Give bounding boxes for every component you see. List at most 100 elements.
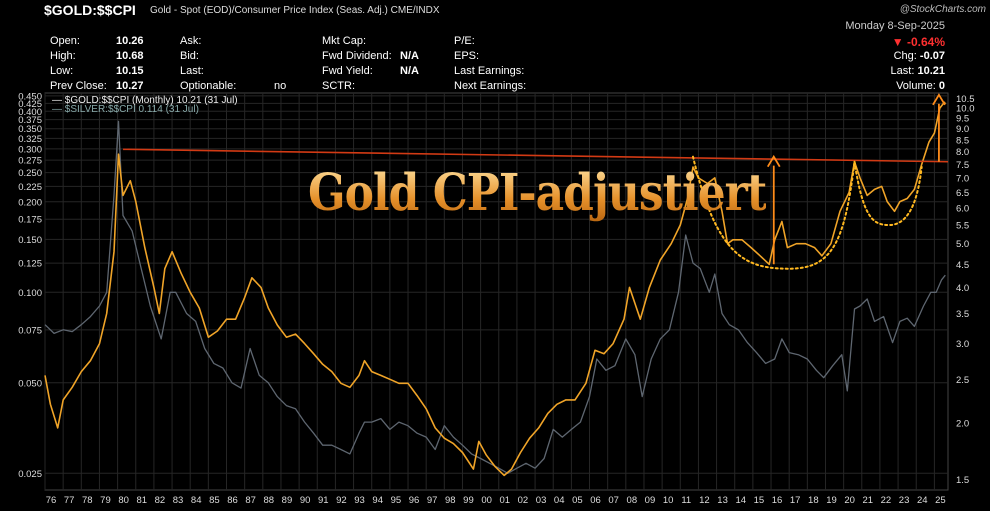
annotations — [123, 93, 949, 270]
x-tick-label: 91 — [318, 495, 329, 506]
right-tick-label: 7.0 — [956, 173, 969, 184]
left-tick-label: 0.200 — [18, 197, 42, 208]
x-tick-label: 05 — [572, 495, 583, 506]
right-tick-label: 6.0 — [956, 204, 969, 215]
x-tick-label: 93 — [354, 495, 365, 506]
mkt-cap-row: Mkt Cap: — [322, 35, 367, 47]
high-value: 10.68 — [116, 50, 144, 62]
stockcharts-logo[interactable]: @StockCharts.com — [899, 4, 986, 15]
left-tick-label: 0.075 — [18, 325, 42, 336]
right-tick-label: 5.5 — [956, 221, 969, 232]
cup-arrow-head — [766, 154, 781, 168]
x-tick-label: 90 — [300, 495, 311, 506]
x-tick-label: 98 — [445, 495, 456, 506]
fwd-dividend-value: N/A — [400, 50, 419, 62]
sctr-row: SCTR: — [322, 80, 355, 92]
breakout-arrow-head — [932, 93, 946, 106]
volume-value: 0 — [938, 80, 945, 92]
x-tick-label: 76 — [46, 495, 57, 506]
right-tick-label: 7.5 — [956, 160, 969, 171]
left-tick-label: 0.350 — [18, 124, 42, 135]
right-tick-label: 9.0 — [956, 124, 969, 135]
x-tick-label: 25 — [935, 495, 946, 506]
fwd-yield-row: Fwd Yield: N/A — [322, 65, 419, 77]
right-tick-label: 9.5 — [956, 114, 969, 125]
x-tick-label: 20 — [844, 495, 855, 506]
x-tick-label: 80 — [118, 495, 129, 506]
right-tick-label: 3.5 — [956, 309, 969, 320]
x-tick-label: 09 — [645, 495, 656, 506]
left-tick-label: 0.175 — [18, 215, 42, 226]
last-row: Last: 10.21 — [890, 65, 945, 77]
optionable-value: no — [274, 80, 287, 92]
optionable-row: Optionable: no — [180, 80, 287, 92]
right-tick-label: 5.0 — [956, 239, 969, 250]
low-value: 10.15 — [116, 65, 144, 77]
left-tick-label: 0.150 — [18, 235, 42, 246]
low-row: Low: 10.15 — [50, 65, 144, 77]
x-tick-label: 79 — [100, 495, 111, 506]
x-tick-label: 86 — [227, 495, 238, 506]
volume-row: Volume: 0 — [896, 80, 945, 92]
x-tick-label: 92 — [336, 495, 347, 506]
right-tick-label: 8.5 — [956, 135, 969, 146]
change-percent: ▼ -0.64% — [891, 35, 945, 49]
right-tick-label: 2.5 — [956, 375, 969, 386]
x-tick-label: 85 — [209, 495, 220, 506]
x-tick-label: 95 — [391, 495, 402, 506]
eps-row: EPS: — [454, 50, 480, 62]
legend-gold: — $GOLD:$$CPI (Monthly) 10.21 (31 Jul) — [52, 95, 238, 106]
last-row-mid: Last: — [180, 65, 204, 77]
x-tick-label: 18 — [808, 495, 819, 506]
chg-value: -0.07 — [919, 50, 945, 62]
left-tick-label: 0.050 — [18, 378, 42, 389]
legend-silver: — $SILVER:$$CPI 0.114 (31 Jul) — [52, 104, 199, 115]
symbol-title: $GOLD:$$CPI — [44, 2, 136, 18]
exchange-text: CME/INDX — [390, 5, 440, 16]
plot-frame — [44, 92, 949, 491]
x-tick-label: 14 — [735, 495, 746, 506]
ask-row: Ask: — [180, 35, 202, 47]
prev-close-row: Prev Close: 10.27 — [50, 80, 144, 92]
left-tick-label: 0.425 — [18, 99, 42, 110]
bid-row: Bid: — [180, 50, 199, 62]
left-tick-label: 0.225 — [18, 182, 42, 193]
left-tick-label: 0.450 — [18, 91, 42, 102]
overlay-title: Gold CPI-adjustiert — [308, 164, 767, 223]
pe-row: P/E: — [454, 35, 475, 47]
x-tick-label: 11 — [681, 495, 691, 506]
right-tick-label: 10.5 — [956, 94, 975, 105]
x-tick-label: 84 — [191, 495, 202, 506]
left-tick-label: 0.025 — [18, 469, 42, 480]
fwd-yield-value: N/A — [400, 65, 419, 77]
symbol-description: Gold - Spot (EOD)/Consumer Price Index (… — [150, 5, 440, 16]
x-tick-label: 83 — [173, 495, 184, 506]
gold-cpi-line — [44, 101, 947, 477]
prev-close-value: 10.27 — [116, 80, 144, 92]
x-tick-label: 13 — [717, 495, 728, 506]
cup-2-curve — [853, 160, 923, 227]
right-tick-label: 6.5 — [956, 188, 969, 199]
x-tick-label: 12 — [699, 495, 710, 506]
x-tick-label: 78 — [82, 495, 93, 506]
left-tick-label: 0.400 — [18, 107, 42, 118]
grid — [44, 92, 949, 491]
last-earnings-row: Last Earnings: — [454, 65, 525, 77]
left-tick-label: 0.275 — [18, 156, 42, 167]
x-tick-label: 96 — [409, 495, 420, 506]
x-tick-label: 02 — [518, 495, 529, 506]
x-tick-label: 19 — [826, 495, 837, 506]
x-tick-label: 16 — [772, 495, 783, 506]
x-tick-label: 82 — [155, 495, 166, 506]
left-tick-label: 0.125 — [18, 259, 42, 270]
left-tick-label: 0.375 — [18, 115, 42, 126]
x-tick-label: 07 — [608, 495, 619, 506]
fwd-dividend-row: Fwd Dividend: N/A — [322, 50, 419, 62]
right-tick-label: 8.0 — [956, 147, 969, 158]
x-tick-label: 94 — [372, 495, 383, 506]
series-layer — [44, 101, 947, 477]
right-tick-label: 1.5 — [956, 475, 969, 486]
x-tick-label: 10 — [663, 495, 674, 506]
left-tick-label: 0.325 — [18, 134, 42, 145]
